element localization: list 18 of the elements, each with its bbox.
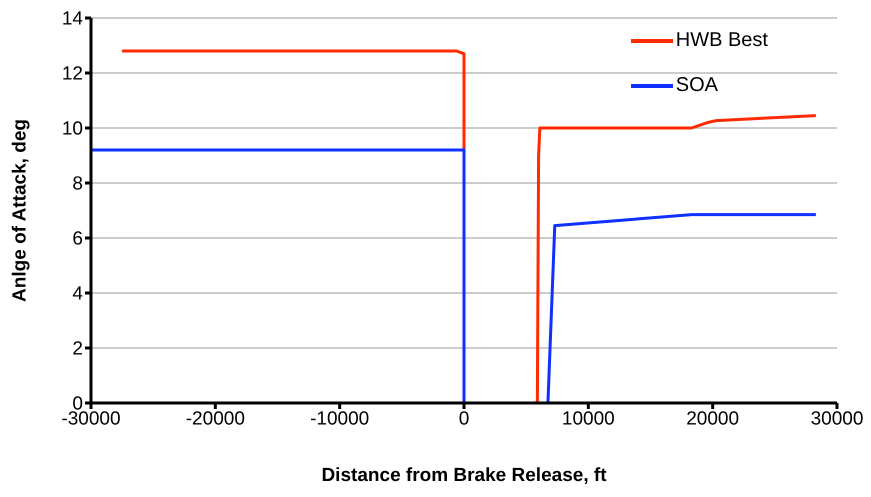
x-tick-label: 20000 [686,408,740,430]
x-tick-label: 0 [458,408,470,430]
y-tick-label: 6 [72,228,83,250]
line-series [91,148,818,403]
y-tick-label: 8 [72,174,83,195]
y-tick-label: 4 [72,284,84,305]
x-tick-label: -20000 [186,408,245,430]
y-tick-label: 10 [62,118,83,140]
x-tick-label: 10000 [562,408,615,430]
x-axis-title: Distance from Brake Release, ft [321,465,608,486]
y-tick-label: 14 [62,8,84,30]
x-tick-label: -10000 [310,408,370,430]
legend-label: HWB Best [676,29,768,52]
x-tick-label: 30000 [810,408,864,430]
y-axis-title: Anlge of Attack, deg [10,119,31,302]
legend-label: SOA [676,74,718,97]
y-tick-label: 12 [62,64,83,85]
y-tick-label: 2 [72,338,83,360]
